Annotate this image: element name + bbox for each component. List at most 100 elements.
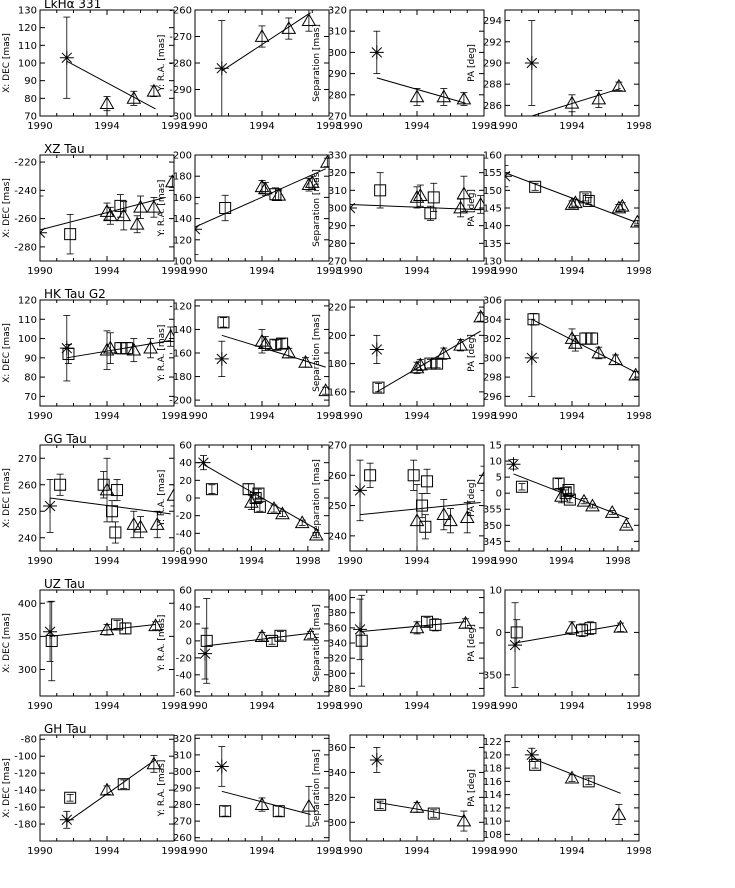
x-tick-label: 1990 bbox=[27, 121, 52, 132]
square-marker bbox=[527, 313, 540, 326]
triangle-marker bbox=[459, 510, 475, 524]
triangle-marker bbox=[146, 756, 162, 770]
y-tick-label: 108 bbox=[483, 830, 502, 841]
square-marker bbox=[111, 484, 124, 497]
y-tick-label: 70 bbox=[24, 392, 37, 403]
x-tick-label: 1998 bbox=[161, 846, 186, 857]
triangle-marker bbox=[614, 198, 630, 212]
square-marker bbox=[582, 775, 595, 788]
triangle-marker bbox=[133, 199, 148, 213]
x-tick-label: 1990 bbox=[182, 121, 207, 132]
x-tick-label: 1994 bbox=[404, 556, 429, 567]
y-tick-label: 110 bbox=[483, 817, 502, 828]
triangle-marker bbox=[271, 187, 287, 201]
fit-line bbox=[531, 318, 636, 373]
chart-panel: 1990 1994 1998 108 110 112 114 116 118 120 122 PA [… bbox=[467, 734, 652, 857]
y-tick-label: 0 bbox=[496, 489, 502, 500]
triangle-marker bbox=[629, 214, 639, 228]
square-marker bbox=[586, 332, 599, 345]
triangle-marker bbox=[456, 813, 472, 827]
y-tick-label: 260 bbox=[173, 833, 192, 844]
triangle-marker bbox=[281, 21, 297, 34]
y-tick-label: 300 bbox=[328, 204, 347, 215]
y-tick-label: 310 bbox=[328, 27, 347, 38]
triangle-marker bbox=[443, 513, 458, 527]
fit-line bbox=[204, 632, 311, 647]
data-layer bbox=[369, 309, 484, 394]
triangle-marker bbox=[148, 618, 163, 632]
x-tick-label: 1998 bbox=[626, 411, 651, 422]
square-marker bbox=[424, 357, 437, 370]
triangle-marker bbox=[303, 627, 318, 641]
panel-title: UZ Tau bbox=[44, 577, 85, 591]
square-marker bbox=[64, 228, 77, 241]
triangle-marker bbox=[126, 90, 142, 104]
x-tick-label: 1994 bbox=[404, 266, 429, 277]
x-tick-label: 1998 bbox=[316, 266, 341, 277]
y-tick-label: 260 bbox=[328, 471, 347, 482]
data-layer bbox=[59, 754, 162, 829]
y-tick-label: 110 bbox=[18, 41, 37, 52]
star-marker bbox=[524, 56, 539, 70]
x-tick-label: 1990 bbox=[492, 846, 517, 857]
square-marker bbox=[45, 635, 58, 648]
chart-panel: 1990 1994 1998270280290300310320330Separat… bbox=[312, 151, 497, 278]
y-tick-label: 360 bbox=[328, 623, 347, 634]
y-tick-label: 135 bbox=[483, 239, 502, 250]
y-tick-label: 320 bbox=[328, 168, 347, 179]
x-tick-label: 1994 bbox=[559, 266, 584, 277]
square-marker bbox=[372, 381, 385, 394]
square-marker bbox=[510, 626, 523, 639]
square-marker bbox=[529, 758, 542, 771]
y-tick-label: 240 bbox=[328, 531, 347, 542]
y-tick-label: 180 bbox=[328, 359, 347, 370]
square-marker bbox=[416, 499, 429, 512]
triangle-marker bbox=[126, 516, 142, 530]
y-axis-label: Separation [mas] bbox=[312, 169, 322, 247]
y-tick-label: 294 bbox=[483, 16, 502, 27]
plot-frame bbox=[504, 589, 640, 697]
x-tick-label: 1990 bbox=[27, 846, 52, 857]
x-tick-label: 1990 bbox=[337, 266, 362, 277]
triangle-marker bbox=[99, 622, 115, 636]
y-tick-label: 290 bbox=[483, 59, 502, 70]
y-axis-label: Separation [mas] bbox=[312, 314, 322, 392]
data-layer bbox=[506, 457, 634, 531]
y-axis-label: X: DEC [mas] bbox=[2, 758, 12, 818]
y-tick-label: -260 bbox=[14, 214, 37, 225]
star-marker bbox=[353, 622, 368, 637]
y-tick-label: -270 bbox=[169, 32, 192, 43]
y-axis-label: Y: R.A. [mas] bbox=[157, 470, 167, 528]
triangle-marker bbox=[436, 89, 452, 103]
star-marker bbox=[369, 45, 384, 60]
y-axis-label: Y: R.A. [mas] bbox=[157, 760, 167, 818]
star-marker bbox=[59, 812, 74, 827]
triangle-marker bbox=[567, 335, 583, 349]
square-marker bbox=[276, 337, 289, 350]
x-tick-label: 1994 bbox=[404, 121, 429, 132]
y-tick-label: 286 bbox=[483, 101, 502, 112]
panel-title: XZ Tau bbox=[44, 142, 85, 156]
y-tick-label: 90 bbox=[24, 76, 37, 87]
triangle-marker bbox=[102, 208, 118, 222]
panel-title: GH Tau bbox=[44, 722, 86, 736]
triangle-marker bbox=[412, 188, 428, 202]
triangle-marker bbox=[436, 346, 452, 360]
y-tick-label: 310 bbox=[173, 750, 192, 761]
y-axis-label: X: DEC [mas] bbox=[2, 33, 12, 93]
y-axis-label: Y: R.A. [mas] bbox=[157, 35, 167, 93]
y-tick-label: 300 bbox=[328, 818, 347, 829]
y-axis-label: PA [deg] bbox=[467, 769, 477, 807]
y-tick-label: 400 bbox=[18, 599, 37, 610]
square-marker bbox=[374, 798, 387, 811]
x-tick-label: 1998 bbox=[471, 556, 496, 567]
y-tick-label: 114 bbox=[483, 790, 502, 801]
square-marker bbox=[242, 483, 255, 496]
y-tick-label: 280 bbox=[173, 800, 192, 811]
x-tick-label: 1990 bbox=[182, 411, 207, 422]
triangle-marker bbox=[163, 329, 174, 342]
x-tick-label: 1998 bbox=[161, 701, 186, 712]
triangle-marker bbox=[294, 515, 310, 529]
data-layer bbox=[524, 20, 627, 116]
